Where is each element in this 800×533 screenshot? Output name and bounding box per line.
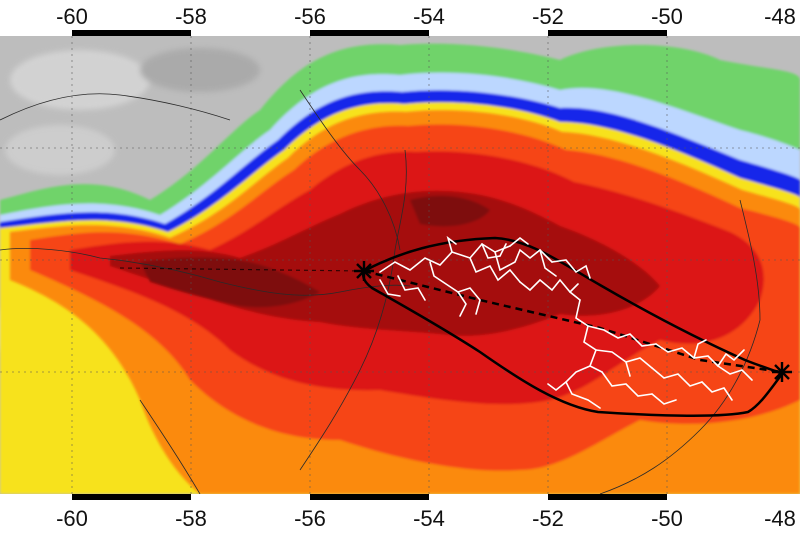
- bottom-axis-strip: [0, 494, 800, 533]
- bottom-tick-label: -48: [764, 506, 796, 531]
- flash-path-line: [363, 269, 783, 374]
- east-star-marker: [772, 362, 792, 382]
- map-area: [0, 36, 800, 494]
- bottom-axis-bar: [0, 494, 800, 500]
- coastline: [599, 199, 761, 494]
- convective-system: [10, 110, 800, 494]
- top-tick-label: -50: [651, 4, 683, 29]
- top-tick-label: -52: [532, 4, 564, 29]
- flash-path-west-extension: [119, 267, 365, 272]
- top-tick-label: -56: [294, 4, 326, 29]
- bottom-tick-label: -54: [413, 506, 445, 531]
- country-borders: [0, 89, 761, 494]
- top-tick-label: -54: [413, 4, 445, 29]
- bottom-tick-labels: -60 -58 -56 -54 -52 -50 -48: [56, 506, 796, 531]
- bottom-tick-label: -50: [651, 506, 683, 531]
- top-tick-label: -48: [764, 4, 796, 29]
- bottom-tick-label: -58: [175, 506, 207, 531]
- flash-hull-outline: [362, 236, 784, 418]
- top-tick-label: -58: [175, 4, 207, 29]
- gridlines: [0, 36, 800, 494]
- top-tick-labels: -60 -58 -56 -54 -52 -50 -48: [56, 4, 796, 29]
- darkest-core: [140, 195, 490, 308]
- top-tick-label: -60: [56, 4, 88, 29]
- top-axis-bar: [0, 30, 800, 36]
- west-star-marker: [354, 261, 374, 281]
- bottom-tick-label: -56: [294, 506, 326, 531]
- lightning-channels: [379, 235, 753, 409]
- bottom-tick-label: -60: [56, 506, 88, 531]
- bottom-tick-label: -52: [532, 506, 564, 531]
